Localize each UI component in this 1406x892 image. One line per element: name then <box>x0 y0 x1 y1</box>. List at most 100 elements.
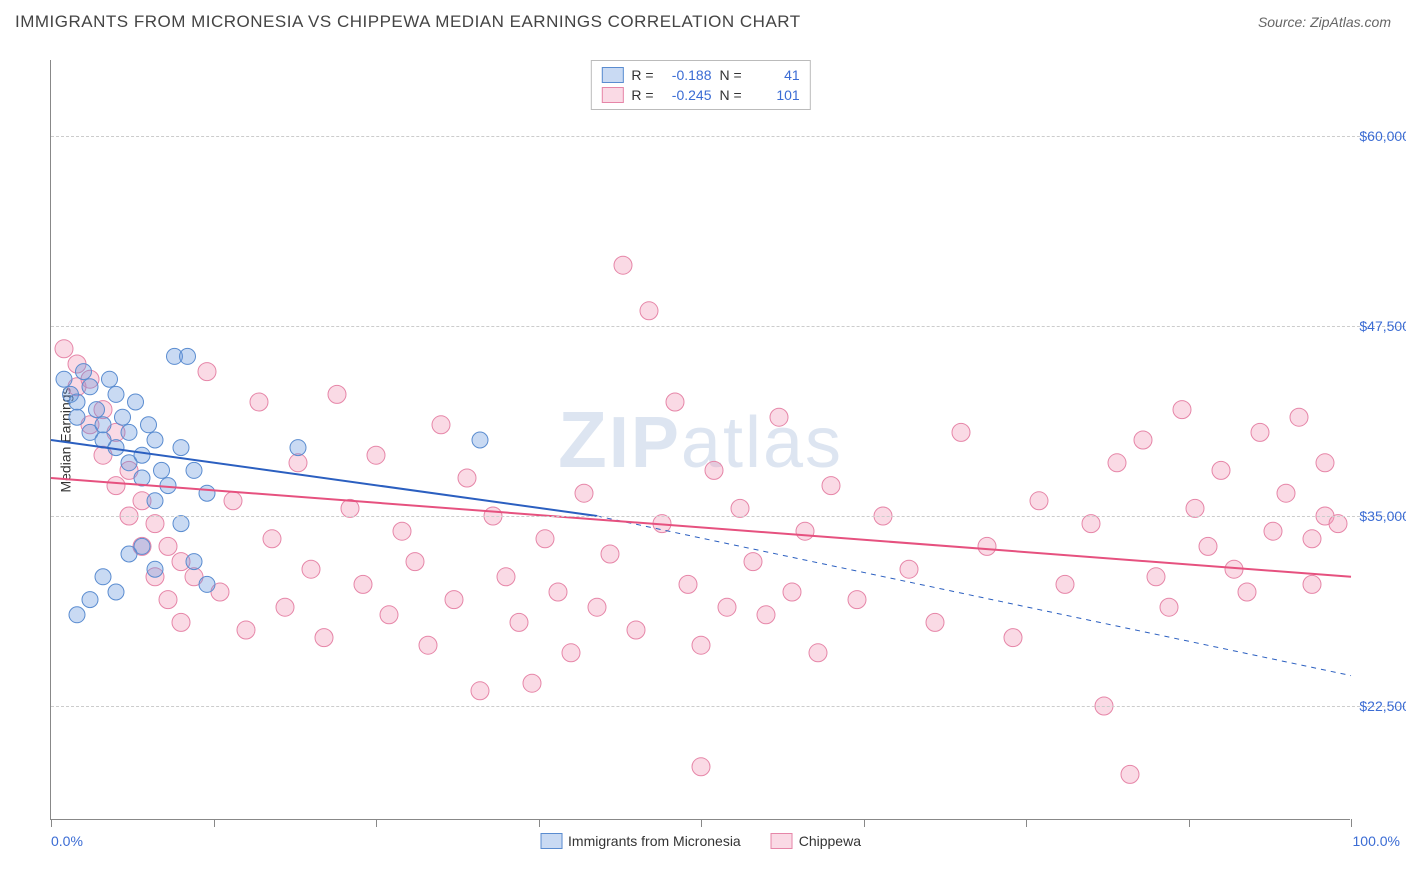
legend-correlation: R =-0.188N =41R =-0.245N =101 <box>590 60 810 110</box>
scatter-point <box>731 499 749 517</box>
scatter-point <box>497 568 515 586</box>
scatter-point <box>627 621 645 639</box>
y-tick-label: $60,000 <box>1355 128 1406 144</box>
legend-row: R =-0.245N =101 <box>601 85 799 105</box>
scatter-point <box>757 606 775 624</box>
scatter-point <box>147 432 163 448</box>
scatter-point <box>393 522 411 540</box>
scatter-point <box>263 530 281 548</box>
legend-swatch <box>540 833 562 849</box>
scatter-point <box>95 569 111 585</box>
legend-n-value: 41 <box>750 67 800 83</box>
scatter-point <box>108 386 124 402</box>
scatter-point <box>1251 423 1269 441</box>
legend-n-value: 101 <box>750 87 800 103</box>
scatter-point <box>692 636 710 654</box>
legend-swatch <box>771 833 793 849</box>
scatter-point <box>186 462 202 478</box>
legend-n-label: N = <box>720 87 742 103</box>
gridline-h <box>51 706 1406 707</box>
scatter-point <box>69 394 85 410</box>
scatter-point <box>1134 431 1152 449</box>
scatter-point <box>250 393 268 411</box>
scatter-point <box>445 591 463 609</box>
scatter-point <box>822 477 840 495</box>
plot-area: Median Earnings ZIPatlas R =-0.188N =41R… <box>50 60 1350 820</box>
scatter-point <box>1290 408 1308 426</box>
x-tick <box>701 819 702 827</box>
scatter-point <box>744 553 762 571</box>
scatter-point <box>1082 515 1100 533</box>
scatter-point <box>76 364 92 380</box>
scatter-point <box>237 621 255 639</box>
legend-series: Immigrants from Micronesia Chippewa <box>540 833 861 849</box>
scatter-point <box>55 340 73 358</box>
scatter-point <box>783 583 801 601</box>
x-tick <box>214 819 215 827</box>
scatter-point <box>796 522 814 540</box>
scatter-point <box>180 348 196 364</box>
scatter-point <box>134 447 150 463</box>
scatter-point <box>146 515 164 533</box>
legend-series-item: Chippewa <box>771 833 861 849</box>
legend-r-value: -0.245 <box>662 87 712 103</box>
scatter-point <box>1329 515 1347 533</box>
legend-n-label: N = <box>720 67 742 83</box>
scatter-point <box>159 537 177 555</box>
chart-source: Source: ZipAtlas.com <box>1258 14 1391 30</box>
scatter-point <box>458 469 476 487</box>
x-tick <box>1026 819 1027 827</box>
scatter-point <box>471 682 489 700</box>
scatter-point <box>679 575 697 593</box>
scatter-point <box>172 613 190 631</box>
scatter-point <box>1121 765 1139 783</box>
x-tick <box>51 819 52 827</box>
scatter-point <box>666 393 684 411</box>
x-tick <box>864 819 865 827</box>
scatter-point <box>1056 575 1074 593</box>
x-axis-label-max: 100.0% <box>1353 833 1400 849</box>
trend-line <box>51 478 1351 577</box>
scatter-point <box>926 613 944 631</box>
legend-series-item: Immigrants from Micronesia <box>540 833 741 849</box>
y-tick-label: $35,000 <box>1355 508 1406 524</box>
scatter-point <box>848 591 866 609</box>
scatter-point <box>147 561 163 577</box>
x-tick <box>1189 819 1190 827</box>
x-tick <box>1351 819 1352 827</box>
scatter-point <box>199 485 215 501</box>
scatter-point <box>1303 575 1321 593</box>
legend-swatch <box>601 87 623 103</box>
scatter-point <box>354 575 372 593</box>
scatter-point <box>1147 568 1165 586</box>
scatter-point <box>102 371 118 387</box>
scatter-point <box>95 417 111 433</box>
scatter-point <box>56 371 72 387</box>
scatter-point <box>224 492 242 510</box>
scatter-point <box>367 446 385 464</box>
scatter-point <box>614 256 632 274</box>
scatter-point <box>1303 530 1321 548</box>
scatter-point <box>1186 499 1204 517</box>
chart-title: IMMIGRANTS FROM MICRONESIA VS CHIPPEWA M… <box>15 12 801 32</box>
legend-r-label: R = <box>631 67 653 83</box>
scatter-point <box>523 674 541 692</box>
scatter-point <box>108 584 124 600</box>
scatter-point <box>510 613 528 631</box>
scatter-point <box>588 598 606 616</box>
scatter-point <box>186 554 202 570</box>
y-tick-label: $22,500 <box>1355 698 1406 714</box>
chart-container: IMMIGRANTS FROM MICRONESIA VS CHIPPEWA M… <box>0 0 1406 892</box>
scatter-point <box>705 461 723 479</box>
scatter-point <box>328 385 346 403</box>
scatter-point <box>289 454 307 472</box>
scatter-point <box>198 363 216 381</box>
chart-header: IMMIGRANTS FROM MICRONESIA VS CHIPPEWA M… <box>15 12 1391 32</box>
scatter-point <box>809 644 827 662</box>
scatter-point <box>89 402 105 418</box>
scatter-point <box>1264 522 1282 540</box>
x-tick <box>376 819 377 827</box>
scatter-point <box>147 493 163 509</box>
scatter-point <box>69 607 85 623</box>
legend-swatch <box>601 67 623 83</box>
